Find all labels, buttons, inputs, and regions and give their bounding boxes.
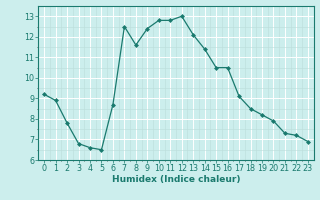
X-axis label: Humidex (Indice chaleur): Humidex (Indice chaleur)	[112, 175, 240, 184]
